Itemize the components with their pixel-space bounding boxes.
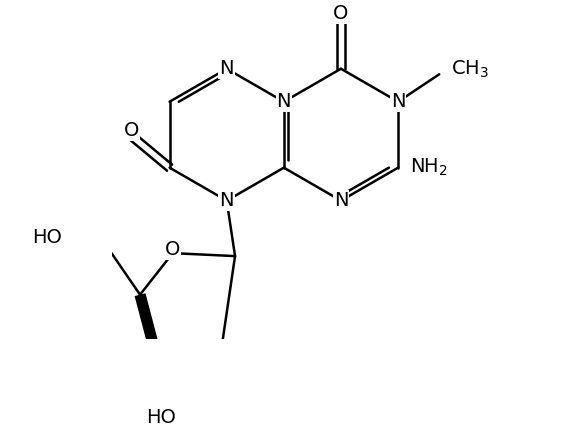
Text: HO: HO	[32, 229, 62, 248]
Text: N: N	[276, 92, 291, 111]
Text: CH$_3$: CH$_3$	[451, 58, 489, 80]
Text: N: N	[219, 59, 234, 78]
Text: N: N	[391, 92, 405, 111]
Text: O: O	[165, 240, 181, 260]
Text: O: O	[124, 121, 139, 140]
Text: N: N	[219, 191, 234, 210]
Text: HO: HO	[146, 408, 176, 427]
Text: N: N	[334, 191, 348, 210]
Text: O: O	[333, 4, 349, 24]
Text: NH$_2$: NH$_2$	[410, 157, 448, 178]
